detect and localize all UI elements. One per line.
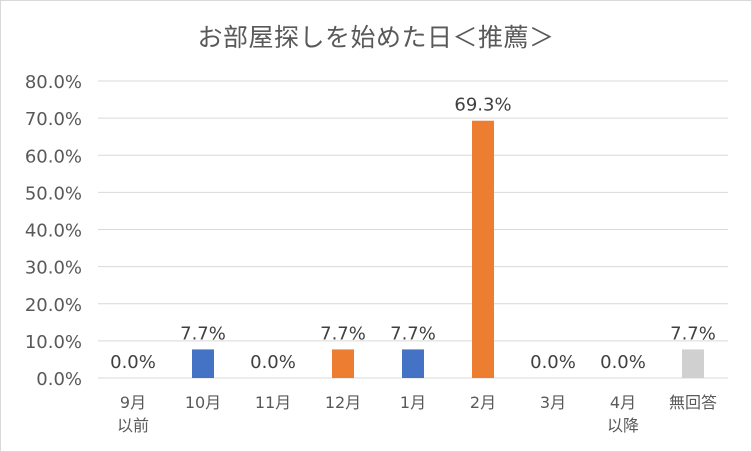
x-tick-label: 無回答 xyxy=(669,393,717,412)
y-tick-label: 30.0% xyxy=(25,258,82,279)
x-tick-label: 10月 xyxy=(185,393,221,412)
data-label: 0.0% xyxy=(250,352,296,373)
bar xyxy=(192,349,214,378)
data-label: 7.7% xyxy=(320,323,366,344)
x-tick-label: 1月 xyxy=(400,393,426,412)
data-label: 69.3% xyxy=(454,95,511,116)
y-tick-label: 10.0% xyxy=(25,332,82,353)
chart-title: お部屋探しを始めた日＜推薦＞ xyxy=(197,23,555,52)
bar xyxy=(472,120,494,378)
data-label: 0.0% xyxy=(110,352,156,373)
y-axis-ticks: 0.0% 10.0% 20.0% 30.0% 40.0% 50.0% 60.0% 70.0% 8… xyxy=(25,72,82,390)
x-tick-label: 以前 xyxy=(117,416,149,435)
y-tick-label: 20.0% xyxy=(25,295,82,316)
bar xyxy=(682,349,704,378)
x-tick-label: 4月 xyxy=(610,393,636,412)
data-label: 0.0% xyxy=(600,352,646,373)
y-tick-label: 80.0% xyxy=(25,72,82,93)
data-label: 7.7% xyxy=(180,323,226,344)
x-tick-label: 2月 xyxy=(470,393,496,412)
x-tick-label: 以降 xyxy=(607,416,639,435)
data-labels: 0.0% 7.7% 0.0% 7.7% 7.7% 69.3% 0.0% 0.0% 7.7% xyxy=(110,95,716,373)
y-tick-label: 40.0% xyxy=(25,221,82,242)
data-label: 0.0% xyxy=(530,352,576,373)
y-tick-label: 60.0% xyxy=(25,146,82,167)
x-tick-label: 3月 xyxy=(540,393,566,412)
bars xyxy=(192,120,704,378)
x-tick-label: 9月 xyxy=(120,393,146,412)
bar xyxy=(402,349,424,378)
y-tick-label: 70.0% xyxy=(25,109,82,130)
x-tick-label: 12月 xyxy=(325,393,361,412)
data-label: 7.7% xyxy=(670,323,716,344)
gridlines xyxy=(98,80,728,379)
data-label: 7.7% xyxy=(390,323,436,344)
bar xyxy=(332,349,354,378)
y-tick-label: 0.0% xyxy=(36,369,82,390)
y-tick-label: 50.0% xyxy=(25,183,82,204)
x-tick-label: 11月 xyxy=(255,393,291,412)
